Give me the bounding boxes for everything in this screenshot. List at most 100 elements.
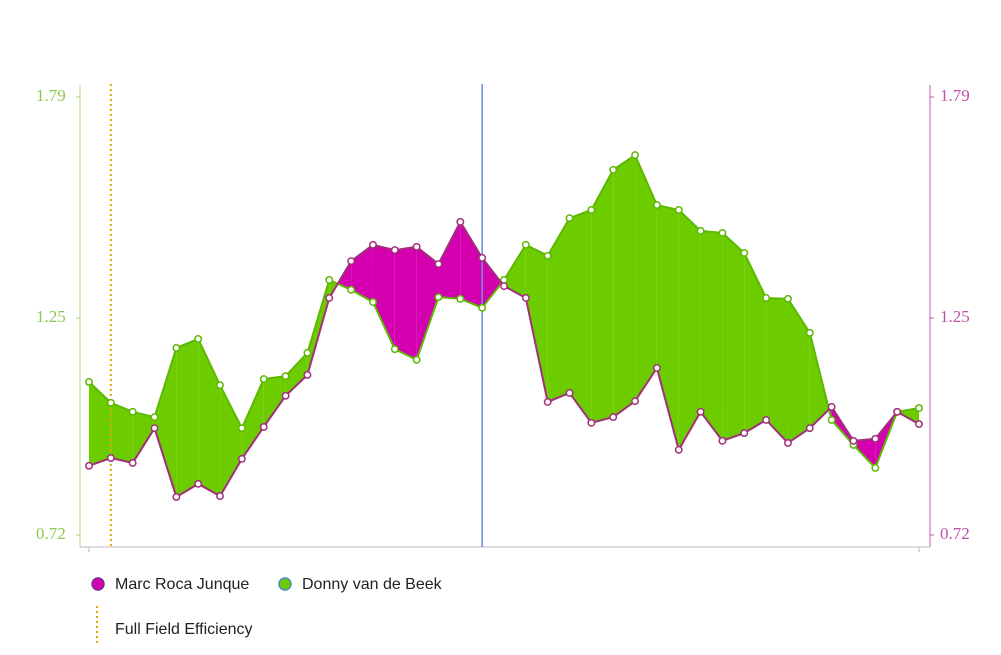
data-point (85, 461, 93, 470)
data-point (762, 294, 771, 302)
fill-segment (635, 155, 657, 402)
fill-segment (744, 252, 767, 434)
data-point (106, 398, 115, 407)
data-point (893, 407, 902, 416)
data-point (325, 294, 334, 302)
fill-segment (132, 411, 155, 463)
fill-segment (110, 402, 133, 463)
data-point (740, 249, 749, 257)
data-point (631, 397, 640, 406)
fill-segment (154, 347, 177, 497)
data-point (216, 492, 225, 501)
data-point (216, 381, 225, 390)
data-point (303, 370, 312, 379)
fill-segment (591, 169, 614, 423)
data-point (237, 424, 246, 433)
y2-tick-label: 1.25 (940, 307, 970, 326)
y-tick-label: 0.72 (36, 524, 66, 543)
data-point (478, 303, 487, 312)
data-point (587, 206, 596, 214)
data-point (434, 260, 443, 268)
data-point (281, 372, 290, 381)
data-point (849, 436, 858, 445)
data-point (368, 240, 377, 249)
data-point (871, 434, 880, 443)
data-point (259, 422, 268, 431)
data-point (805, 328, 814, 337)
data-point (194, 479, 203, 488)
data-point (456, 294, 465, 303)
data-point (543, 398, 552, 406)
legend-label: Marc Roca Junque (115, 576, 249, 593)
fill-segment (613, 155, 636, 418)
fill-segment (372, 244, 395, 350)
data-point (565, 214, 574, 223)
fill-segment (351, 244, 373, 303)
fill-segment (438, 221, 461, 299)
data-point (696, 407, 705, 416)
data-point (805, 424, 814, 433)
y-tick-label: 1.79 (36, 86, 66, 105)
legend-label: Full Field Efficiency (115, 621, 253, 638)
data-point (368, 298, 377, 307)
data-point (128, 407, 137, 416)
data-point (652, 201, 661, 210)
data-point (172, 343, 181, 352)
data-point (521, 294, 530, 302)
data-point (412, 355, 421, 364)
legend-marker (278, 577, 292, 591)
data-point (347, 285, 356, 294)
fill-segment (504, 244, 526, 298)
data-point (194, 334, 203, 343)
data-point (762, 416, 771, 424)
data-point (456, 217, 465, 226)
data-point (325, 276, 334, 284)
fill-segment (460, 221, 483, 308)
data-point (500, 282, 508, 291)
fill-segment (176, 338, 199, 497)
data-point (674, 206, 683, 214)
fill-segment (700, 230, 723, 441)
data-point (915, 404, 923, 413)
data-point (631, 151, 640, 160)
fill-segment (525, 244, 548, 402)
data-point (871, 463, 880, 472)
data-point (783, 438, 792, 447)
legend-label: Donny van de Beek (302, 576, 443, 593)
fill-segment (853, 438, 876, 468)
data-point (128, 459, 137, 467)
data-point (740, 429, 749, 438)
data-point (172, 492, 181, 501)
data-point (434, 293, 443, 302)
data-point (718, 436, 727, 445)
y2-tick-label: 1.79 (940, 86, 970, 105)
fill-segment (722, 232, 745, 441)
fill-segment (482, 257, 502, 308)
fill-segment (394, 246, 417, 360)
data-point (85, 377, 93, 386)
fill-segment (787, 298, 810, 443)
data-point (609, 413, 618, 422)
legend-marker (91, 577, 105, 591)
data-point (390, 345, 399, 354)
fill-segment (569, 209, 592, 423)
data-point (718, 228, 727, 237)
data-point (237, 454, 246, 463)
data-point (827, 416, 836, 424)
fill-segment (307, 279, 330, 375)
fill-segment (220, 385, 242, 497)
fill-segment (416, 246, 439, 360)
fill-segment (285, 352, 308, 396)
y-tick-label: 1.25 (36, 307, 66, 326)
fill-segment (678, 209, 701, 450)
fill-segment (241, 379, 264, 459)
fill-segment (766, 297, 788, 443)
data-point (543, 251, 552, 260)
data-point (259, 375, 268, 383)
data-point (150, 424, 159, 433)
fill-segment (547, 218, 570, 402)
fill-segment (809, 332, 829, 429)
fill-segment (656, 205, 679, 450)
